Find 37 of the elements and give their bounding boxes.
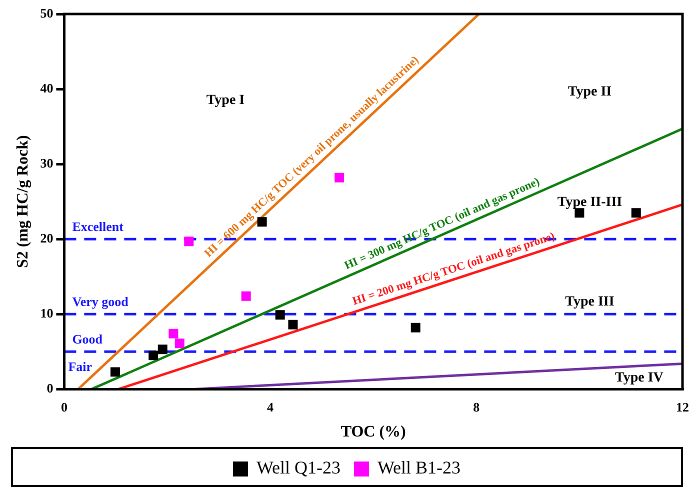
y-tick-label: 40: [40, 80, 54, 96]
y-tick-label: 20: [40, 230, 54, 246]
annotation: Type IV: [615, 370, 664, 386]
annotation: Type II: [568, 84, 612, 100]
point: [574, 208, 584, 218]
x-tick-label: 4: [267, 399, 274, 414]
point: [174, 338, 184, 348]
x-axis-title: TOC (%): [340, 424, 406, 441]
point: [275, 310, 285, 320]
point: [334, 172, 344, 182]
x-tick-label: 0: [60, 399, 68, 414]
annotation: Fair: [68, 359, 92, 374]
y-tick-label: 30: [40, 155, 54, 170]
point: [110, 367, 120, 377]
point: [631, 208, 641, 218]
annotation: Type III: [565, 294, 614, 310]
point: [158, 344, 168, 354]
point: [148, 350, 158, 360]
ref-line-label: Very good: [72, 294, 130, 310]
legend-label: Well B1-23: [377, 458, 461, 478]
y-tick-label: 10: [40, 306, 54, 321]
y-axis-title: S2 (mg HC/g Rock): [14, 135, 32, 268]
point: [288, 320, 298, 330]
x-tick-label: 8: [473, 399, 480, 414]
point: [410, 322, 420, 332]
annotation: Type II-III: [557, 194, 622, 210]
legend-label: Well Q1-23: [256, 458, 341, 478]
x-tick-label: 12: [676, 399, 689, 414]
ref-line-label: Excellent: [72, 218, 124, 234]
point: [257, 217, 267, 227]
ref-line-label: Good: [72, 332, 104, 347]
y-tick-label: 50: [40, 5, 54, 20]
point: [184, 236, 194, 246]
annotation: Type I: [206, 92, 245, 108]
point: [241, 291, 251, 301]
point: [168, 328, 178, 338]
y-tick-label: 0: [46, 380, 54, 396]
